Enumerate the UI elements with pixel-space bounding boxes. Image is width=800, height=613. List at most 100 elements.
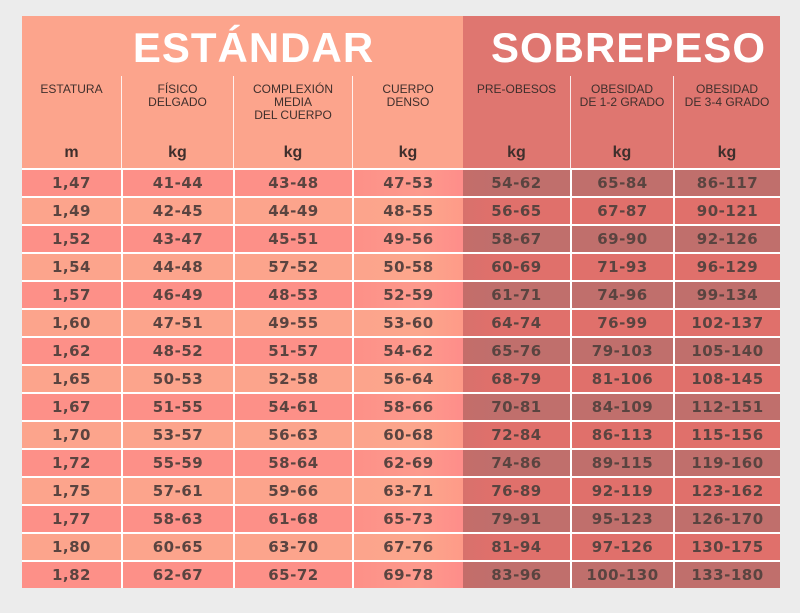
column-label: OBESIDAD DE 1-2 GRADO [579, 82, 665, 109]
column-label: ESTATURA [40, 82, 103, 96]
table-row: 1,80 60-65 63-70 67-76 81-94 97-126 130-175 [22, 532, 780, 560]
cell-obesity-3-4: 133-180 [673, 560, 780, 588]
cell-dense: 58-66 [352, 392, 463, 420]
column-unit: kg [612, 144, 632, 161]
cell-obesity-1-2: 92-119 [570, 476, 673, 504]
cell-pre-obese: 65-76 [463, 336, 570, 364]
cell-obesity-1-2: 97-126 [570, 532, 673, 560]
cell-obesity-1-2: 95-123 [570, 504, 673, 532]
cell-pre-obese: 74-86 [463, 448, 570, 476]
table-body: 1,47 41-44 43-48 47-53 54-62 65-84 86-117 1,49 4… [22, 168, 780, 588]
cell-thin: 44-48 [121, 252, 233, 280]
cell-obesity-3-4: 102-137 [673, 308, 780, 336]
column-header-pre-obese: PRE-OBESOS kg [463, 76, 570, 168]
cell-obesity-3-4: 92-126 [673, 224, 780, 252]
cell-thin: 57-61 [121, 476, 233, 504]
table-row: 1,75 57-61 59-66 63-71 76-89 92-119 123-162 [22, 476, 780, 504]
cell-pre-obese: 56-65 [463, 196, 570, 224]
table-row: 1,54 44-48 57-52 50-58 60-69 71-93 96-129 [22, 252, 780, 280]
cell-dense: 60-68 [352, 420, 463, 448]
cell-height: 1,70 [22, 420, 121, 448]
table-row: 1,82 62-67 65-72 69-78 83-96 100-130 133-180 [22, 560, 780, 588]
table-row: 1,62 48-52 51-57 54-62 65-76 79-103 105-140 [22, 336, 780, 364]
cell-pre-obese: 60-69 [463, 252, 570, 280]
table-row: 1,65 50-53 52-58 56-64 68-79 81-106 108-145 [22, 364, 780, 392]
cell-obesity-1-2: 86-113 [570, 420, 673, 448]
cell-height: 1,77 [22, 504, 121, 532]
cell-obesity-1-2: 67-87 [570, 196, 673, 224]
column-header-height: ESTATURA m [22, 76, 121, 168]
cell-dense: 50-58 [352, 252, 463, 280]
cell-obesity-3-4: 99-134 [673, 280, 780, 308]
cell-pre-obese: 83-96 [463, 560, 570, 588]
column-unit: kg [507, 144, 526, 161]
column-label: FÍSICO DELGADO [148, 82, 207, 109]
cell-dense: 69-78 [352, 560, 463, 588]
column-label: CUERPO DENSO [382, 82, 434, 109]
cell-height: 1,60 [22, 308, 121, 336]
cell-pre-obese: 54-62 [463, 168, 570, 196]
cell-height: 1,82 [22, 560, 121, 588]
cell-obesity-3-4: 115-156 [673, 420, 780, 448]
table-row: 1,47 41-44 43-48 47-53 54-62 65-84 86-117 [22, 168, 780, 196]
cell-height: 1,75 [22, 476, 121, 504]
cell-obesity-1-2: 74-96 [570, 280, 673, 308]
cell-obesity-3-4: 112-151 [673, 392, 780, 420]
cell-thin: 55-59 [121, 448, 233, 476]
cell-height: 1,62 [22, 336, 121, 364]
cell-dense: 48-55 [352, 196, 463, 224]
cell-thin: 50-53 [121, 364, 233, 392]
cell-dense: 62-69 [352, 448, 463, 476]
cell-obesity-1-2: 65-84 [570, 168, 673, 196]
cell-obesity-1-2: 100-130 [570, 560, 673, 588]
cell-height: 1,52 [22, 224, 121, 252]
table-row: 1,49 42-45 44-49 48-55 56-65 67-87 90-121 [22, 196, 780, 224]
cell-dense: 52-59 [352, 280, 463, 308]
column-label: PRE-OBESOS [476, 82, 557, 96]
cell-medium: 45-51 [233, 224, 352, 252]
cell-thin: 60-65 [121, 532, 233, 560]
table-row: 1,72 55-59 58-64 62-69 74-86 89-115 119-160 [22, 448, 780, 476]
cell-thin: 47-51 [121, 308, 233, 336]
cell-height: 1,57 [22, 280, 121, 308]
column-label: OBESIDAD DE 3-4 GRADO [684, 82, 770, 109]
cell-pre-obese: 81-94 [463, 532, 570, 560]
cell-obesity-1-2: 79-103 [570, 336, 673, 364]
table-row: 1,67 51-55 54-61 58-66 70-81 84-109 112-151 [22, 392, 780, 420]
column-header-obesity-1-2: OBESIDAD DE 1-2 GRADO kg [570, 76, 673, 168]
column-label: COMPLEXIÓN MEDIA DEL CUERPO [252, 82, 333, 122]
column-header-thin: FÍSICO DELGADO kg [121, 76, 233, 168]
cell-dense: 53-60 [352, 308, 463, 336]
column-header-medium: COMPLEXIÓN MEDIA DEL CUERPO kg [233, 76, 352, 168]
cell-height: 1,80 [22, 532, 121, 560]
weight-height-table: ESTÁNDAR SOBREPESO ESTATURA m FÍSICO DELGA… [22, 16, 780, 588]
cell-medium: 58-64 [233, 448, 352, 476]
cell-thin: 43-47 [121, 224, 233, 252]
cell-medium: 65-72 [233, 560, 352, 588]
cell-medium: 61-68 [233, 504, 352, 532]
cell-height: 1,47 [22, 168, 121, 196]
cell-pre-obese: 72-84 [463, 420, 570, 448]
cell-medium: 52-58 [233, 364, 352, 392]
cell-thin: 62-67 [121, 560, 233, 588]
cell-dense: 47-53 [352, 168, 463, 196]
column-unit: m [64, 144, 79, 161]
column-header-dense: CUERPO DENSO kg [352, 76, 463, 168]
cell-medium: 49-55 [233, 308, 352, 336]
cell-obesity-3-4: 119-160 [673, 448, 780, 476]
cell-thin: 51-55 [121, 392, 233, 420]
column-header-obesity-3-4: OBESIDAD DE 3-4 GRADO kg [673, 76, 780, 168]
cell-dense: 67-76 [352, 532, 463, 560]
cell-obesity-3-4: 126-170 [673, 504, 780, 532]
table-row: 1,57 46-49 48-53 52-59 61-71 74-96 99-134 [22, 280, 780, 308]
cell-pre-obese: 68-79 [463, 364, 570, 392]
cell-pre-obese: 61-71 [463, 280, 570, 308]
cell-medium: 54-61 [233, 392, 352, 420]
cell-medium: 43-48 [233, 168, 352, 196]
cell-medium: 51-57 [233, 336, 352, 364]
cell-obesity-3-4: 96-129 [673, 252, 780, 280]
cell-obesity-1-2: 76-99 [570, 308, 673, 336]
overweight-title: SOBREPESO [490, 24, 767, 71]
cell-obesity-3-4: 130-175 [673, 532, 780, 560]
cell-dense: 54-62 [352, 336, 463, 364]
